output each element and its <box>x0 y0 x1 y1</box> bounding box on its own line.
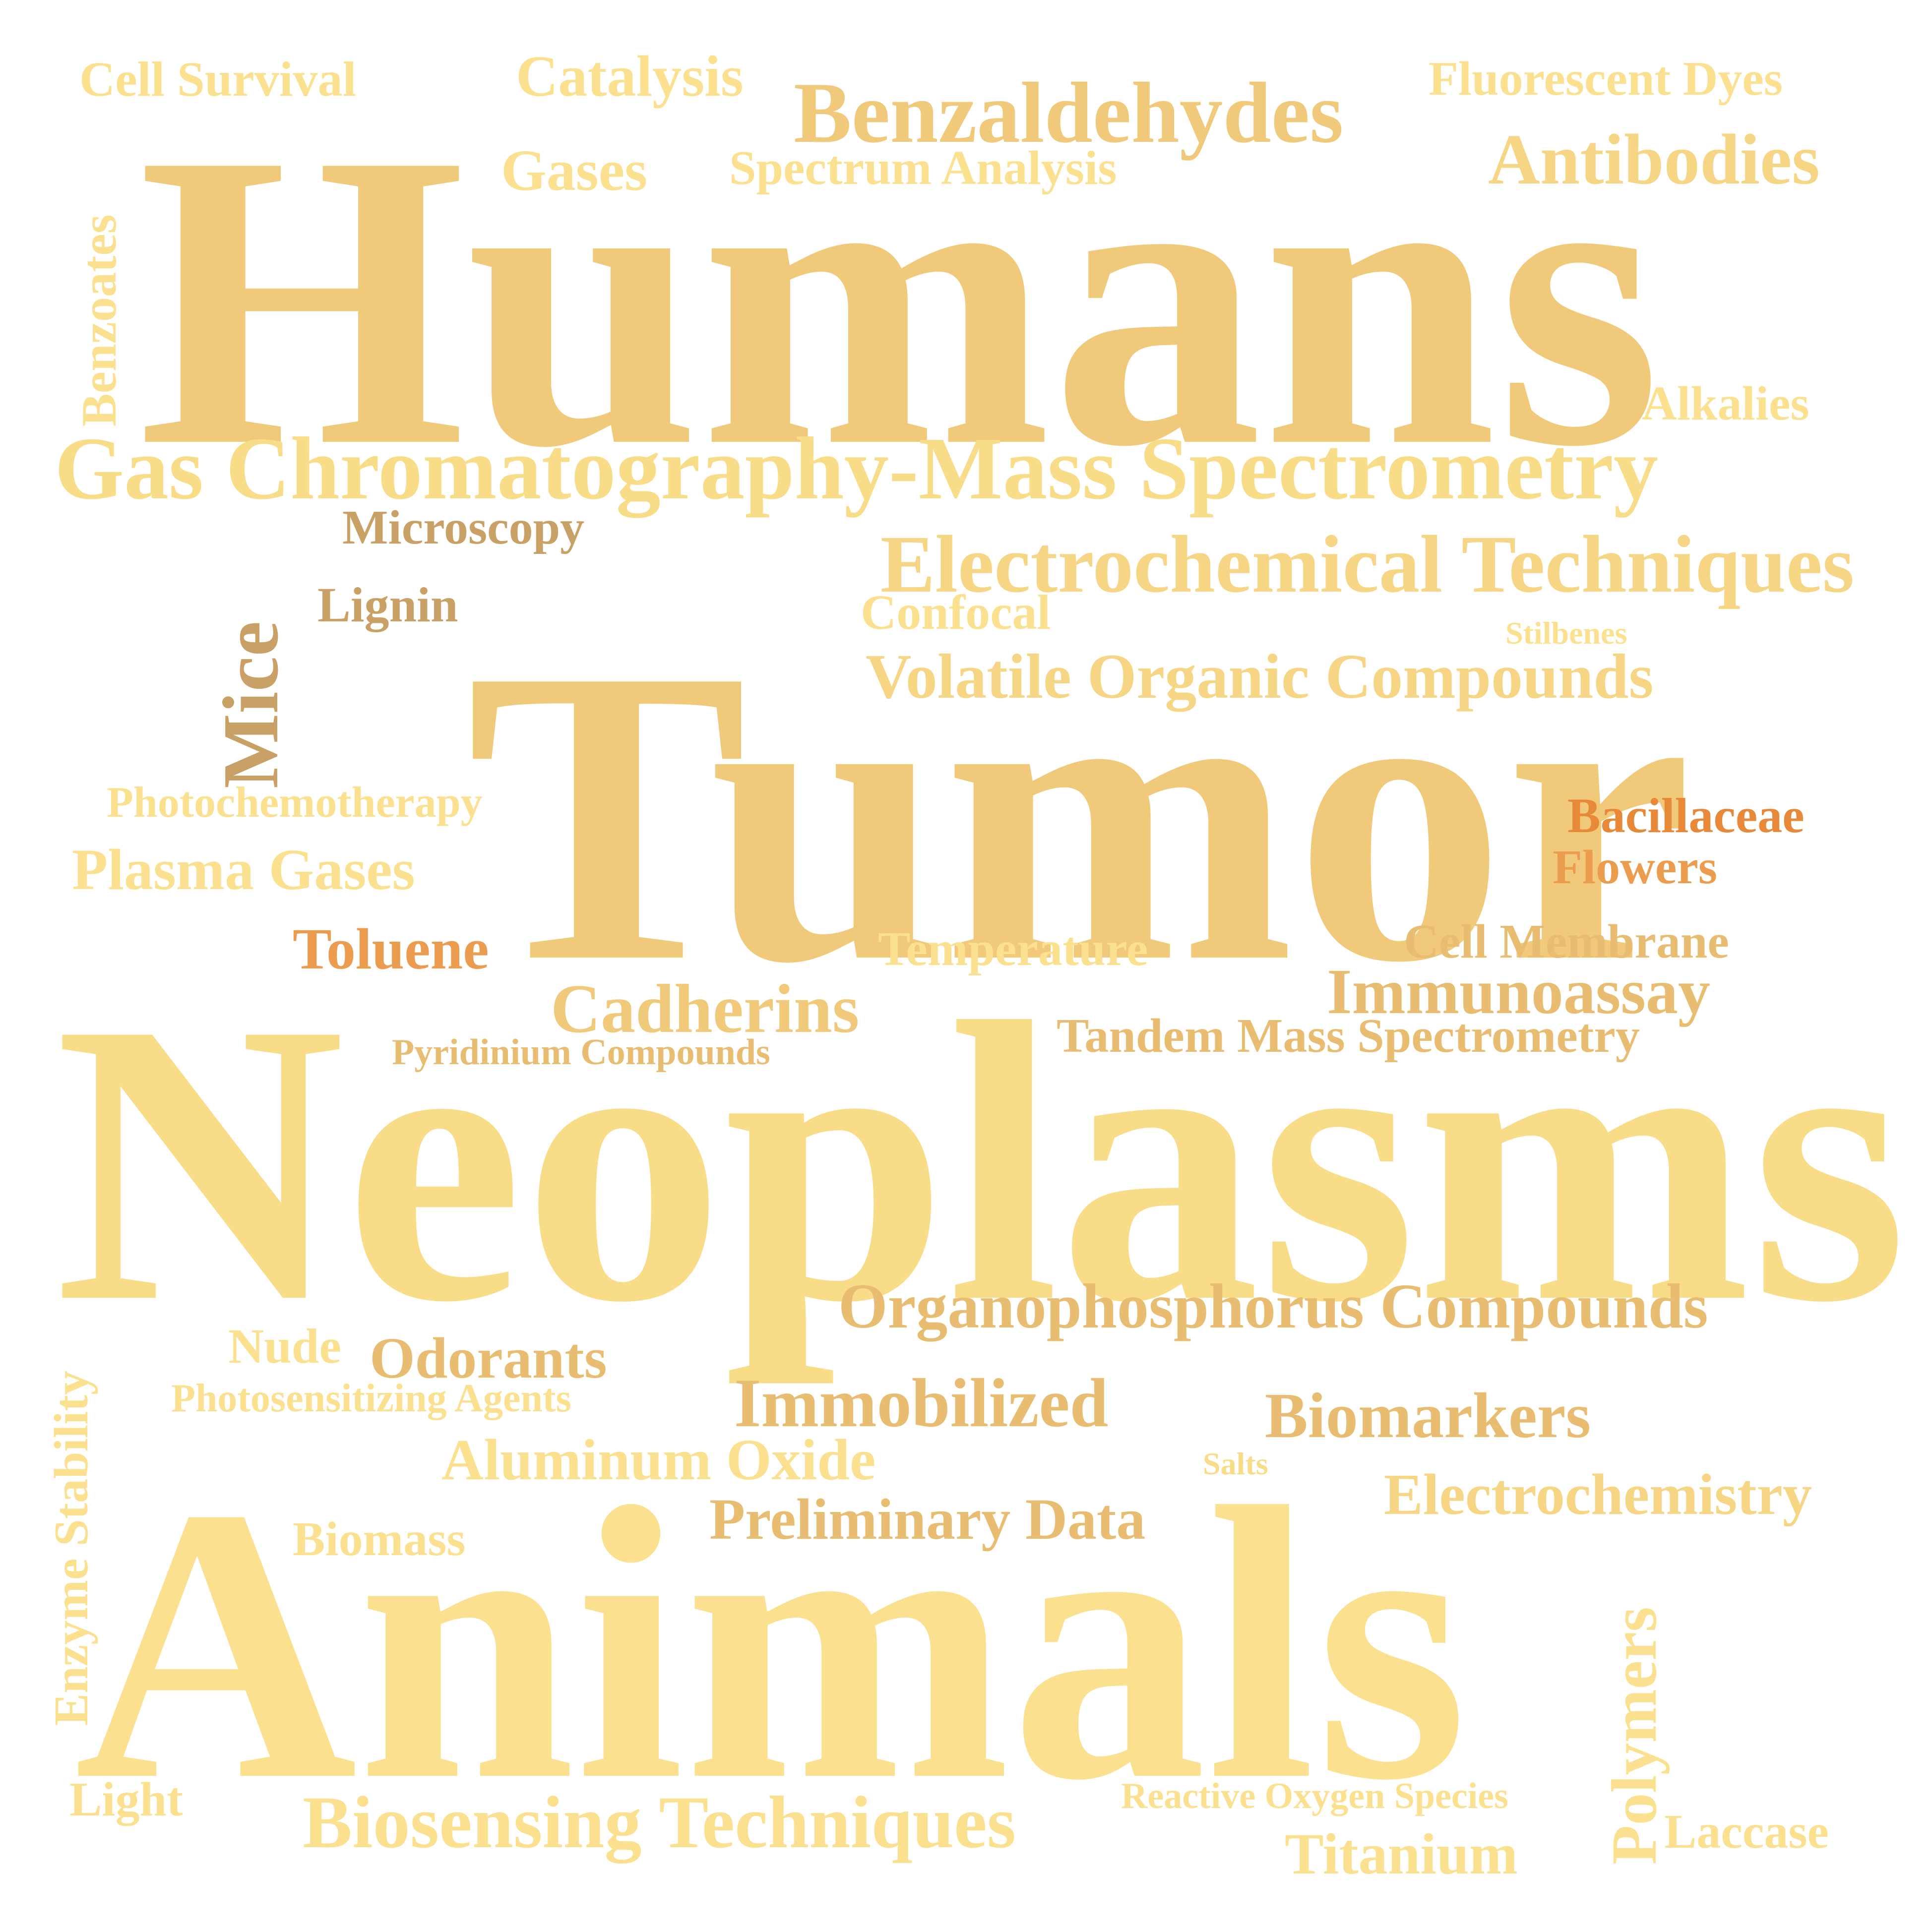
word-humans: Humans <box>138 66 1661 533</box>
word-neoplasms: Neoplasms <box>55 940 1908 1385</box>
word-volatile-organic-compounds: Volatile Organic Compounds <box>866 641 1654 712</box>
word-electrochemical-techniques: Electrochemical Techniques <box>880 519 1855 609</box>
word-mice: Mice <box>206 621 295 789</box>
word-aluminum-oxide: Aluminum Oxide <box>441 1427 876 1492</box>
word-preliminary-data: Preliminary Data <box>709 1487 1146 1552</box>
word-toluene: Toluene <box>293 916 489 981</box>
word-electrochemistry: Electrochemistry <box>1384 1462 1812 1527</box>
word-enzyme-stability: Enzyme Stability <box>45 1371 98 1726</box>
word-odorants: Odorants <box>370 1326 607 1390</box>
word-cadherins: Cadherins <box>551 970 860 1047</box>
word-reactive-oxygen-species: Reactive Oxygen Species <box>1121 1776 1508 1816</box>
word-bacillaceae: Bacillaceae <box>1567 788 1805 843</box>
word-catalysis: Catalysis <box>516 44 744 109</box>
word-biosensing-techniques: Biosensing Techniques <box>303 1781 1016 1864</box>
word-immunoassay: Immunoassay <box>1327 956 1710 1027</box>
word-gas-chromatography-mass-spectrometry: Gas Chromatography-Mass Spectrometry <box>55 419 1658 518</box>
word-benzaldehydes: Benzaldehydes <box>794 64 1344 161</box>
word-confocal: Confocal <box>861 585 1051 640</box>
word-photosensitizing-agents: Photosensitizing Agents <box>171 1377 571 1420</box>
word-spectrum-analysis: Spectrum Analysis <box>729 141 1117 195</box>
word-light: Light <box>69 1773 183 1826</box>
word-photochemotherapy: Photochemotherapy <box>107 779 483 827</box>
word-tandem-mass-spectrometry: Tandem Mass Spectrometry <box>1057 1009 1640 1063</box>
word-antibodies: Antibodies <box>1488 120 1820 199</box>
word-biomass: Biomass <box>293 1512 466 1566</box>
word-gases: Gases <box>501 138 647 203</box>
word-titanium: Titanium <box>1285 1821 1518 1886</box>
word-pyridinium-compounds: Pyridinium Compounds <box>392 1032 770 1073</box>
word-laccase: Laccase <box>1664 1805 1829 1859</box>
word-biomarkers: Biomarkers <box>1265 1380 1591 1451</box>
word-temperature: Temperature <box>878 922 1148 976</box>
word-polymers: Polymers <box>1599 1607 1670 1865</box>
word-flowers: Flowers <box>1553 841 1717 894</box>
word-microscopy: Microscopy <box>342 501 585 554</box>
word-salts: Salts <box>1203 1446 1268 1481</box>
word-benzoates: Benzoates <box>71 214 126 426</box>
word-organophosphorus-compounds: Organophosphorus Compounds <box>838 1271 1708 1341</box>
word-animals: Animals <box>74 1427 1468 1861</box>
word-stilbenes: Stilbenes <box>1505 615 1627 651</box>
word-plasma-gases: Plasma Gases <box>72 837 415 902</box>
word-lignin: Lignin <box>317 577 458 632</box>
word-alkalies: Alkalies <box>1642 377 1809 430</box>
word-fluorescent-dyes: Fluorescent Dyes <box>1429 52 1783 106</box>
word-cell-survival: Cell Survival <box>79 52 357 107</box>
word-cell-membrane: Cell Membrane <box>1404 915 1729 968</box>
word-tumor: Tumor <box>466 582 1692 1049</box>
word-immobilized: Immobilized <box>734 1365 1109 1442</box>
word-nude: Nude <box>228 1319 341 1374</box>
